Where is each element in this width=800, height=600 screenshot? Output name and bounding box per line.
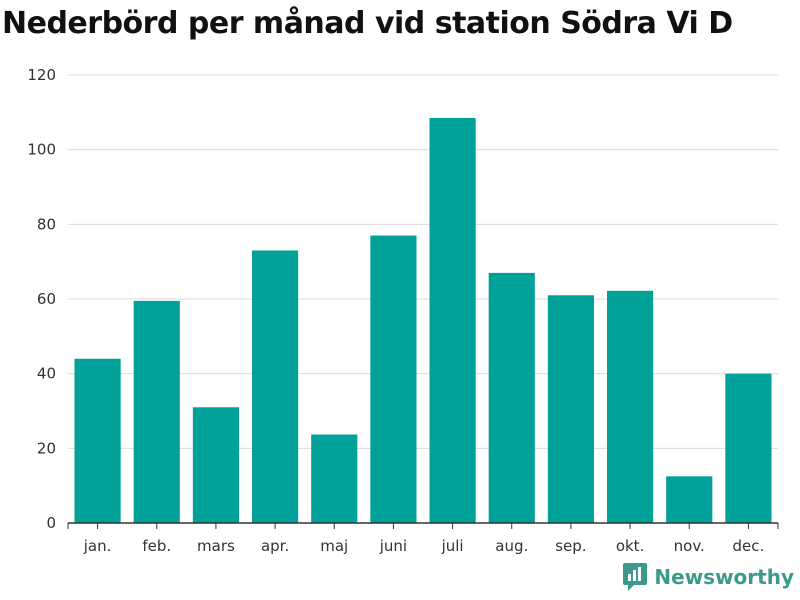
brand-logo: Newsworthy xyxy=(622,562,794,592)
bar-jan xyxy=(74,358,121,523)
bar-feb xyxy=(133,300,180,523)
gridlines xyxy=(68,74,778,449)
bar-dec xyxy=(725,373,772,523)
y-tick-label: 80 xyxy=(37,215,56,233)
x-tick-label: mars xyxy=(197,537,235,555)
y-tick-label: 20 xyxy=(37,439,56,457)
x-tick-label: aug. xyxy=(495,537,528,555)
y-tick-label: 60 xyxy=(37,290,56,308)
chart-title: Nederbörd per månad vid station Södra Vi… xyxy=(2,6,733,41)
bars xyxy=(74,117,772,524)
y-tick-label: 100 xyxy=(27,141,56,159)
bar-maj xyxy=(311,434,358,523)
bar-chart-pin-icon xyxy=(623,563,648,591)
y-axis: 0 20 40 60 80 100 120 xyxy=(27,66,56,532)
x-tick-label: juni xyxy=(379,537,407,555)
bar-sep xyxy=(547,295,594,523)
bar-mars xyxy=(192,407,239,523)
bar-okt xyxy=(607,290,654,523)
y-tick-label: 0 xyxy=(46,514,56,532)
x-tick-label: okt. xyxy=(616,537,645,555)
x-axis: jan. feb. mars apr. maj juni juli aug. sep. okt. n… xyxy=(67,522,779,555)
x-tick-label: nov. xyxy=(674,537,705,555)
x-tick-label: dec. xyxy=(733,537,765,555)
y-tick-label: 40 xyxy=(37,365,56,383)
x-tick-label: juli xyxy=(441,537,464,555)
x-tick-label: jan. xyxy=(83,537,112,555)
bar-nov xyxy=(666,476,713,523)
bar-aug xyxy=(488,272,535,523)
x-tick-label: sep. xyxy=(555,537,586,555)
y-tick-label: 120 xyxy=(27,66,56,84)
brand-name: Newsworthy xyxy=(654,565,794,589)
x-tick-label: feb. xyxy=(142,537,171,555)
bar-juni xyxy=(370,235,417,524)
bar-apr xyxy=(252,250,299,523)
x-tick-label: maj xyxy=(320,537,348,555)
bar-juli xyxy=(429,117,476,523)
x-tick-label: apr. xyxy=(261,537,289,555)
